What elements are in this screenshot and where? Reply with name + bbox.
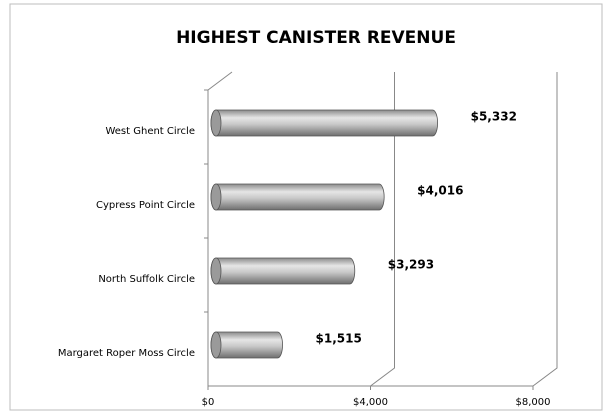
- data-label: $1,515: [316, 332, 362, 346]
- data-label: $3,293: [388, 258, 434, 272]
- y-tick-label: Margaret Roper Moss Circle: [58, 348, 195, 359]
- y-tick-label: North Suffolk Circle: [98, 274, 195, 285]
- bar: [210, 109, 439, 137]
- grid-line: [370, 72, 395, 387]
- chart-title: HIGHEST CANISTER REVENUE: [176, 28, 456, 48]
- wall-edge: [207, 71, 233, 91]
- y-tick-label: Cypress Point Circle: [96, 200, 195, 211]
- bar: [210, 331, 283, 359]
- bar: [210, 257, 356, 285]
- data-label: $4,016: [417, 184, 463, 198]
- bar: [210, 183, 385, 211]
- x-tick-label: $8,000: [516, 397, 551, 408]
- data-label: $5,332: [471, 110, 517, 124]
- y-tick-label: West Ghent Circle: [105, 126, 195, 137]
- grid-line: [532, 72, 558, 387]
- x-tick-label: $4,000: [353, 397, 388, 408]
- x-tick-label: $0: [202, 397, 215, 408]
